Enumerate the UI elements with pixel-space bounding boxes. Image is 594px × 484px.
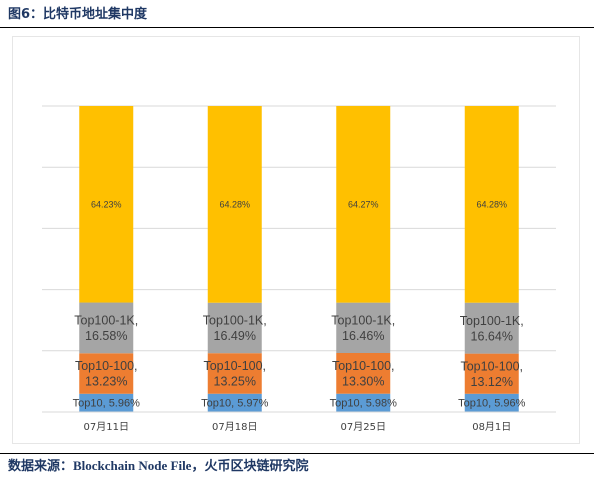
x-tick-label: 07月25日 — [341, 421, 386, 433]
x-tick-label: 08月1日 — [472, 421, 511, 433]
bar-segment-top10 — [336, 393, 391, 412]
data-label: 64.27% — [348, 199, 379, 209]
bar-segment-top10_100 — [336, 353, 391, 394]
x-tick-label: 07月11日 — [84, 421, 129, 433]
data-label: 64.23% — [91, 199, 122, 209]
bar-segment-rest — [336, 105, 391, 303]
bar-segment-top10 — [464, 393, 519, 412]
bars — [79, 105, 519, 412]
figure-title: 图6：比特币地址集中度 — [8, 7, 148, 22]
bar-segment-top10_100 — [464, 353, 519, 394]
data-label: Top100-1K, 16.49% — [203, 314, 267, 344]
bar-segment-rest — [207, 106, 262, 303]
data-label: Top10-100, 13.12% — [460, 359, 523, 389]
bar-segment-top100_1k — [207, 302, 262, 354]
data-label: Top100-1K, 16.64% — [460, 314, 524, 344]
chart-frame — [12, 36, 580, 444]
data-label: 64.28% — [219, 200, 250, 210]
bar-segment-top100_1k — [464, 302, 519, 354]
bar-segment-top10_100 — [79, 353, 134, 394]
bar-segment-rest — [79, 106, 134, 303]
bar-segment-top100_1k — [79, 302, 134, 354]
data-label: Top10-100, 13.23% — [75, 359, 138, 389]
bar-segment-top10_100 — [207, 353, 262, 394]
title-rule — [0, 27, 594, 28]
data-label: Top10, 5.98% — [330, 398, 397, 410]
x-axis: 07月11日 07月18日 07月25日 08月1日 — [42, 411, 556, 433]
data-labels: Top10, 5.96% Top10-100, 13.23% Top100-1K, 16… — [73, 199, 526, 409]
data-label: Top100-1K, 16.46% — [331, 313, 395, 343]
bar-segment-rest — [464, 106, 519, 303]
x-tick-label: 07月18日 — [212, 421, 257, 433]
bar-segment-top10 — [79, 393, 134, 412]
bar-segment-top100_1k — [336, 302, 391, 354]
data-label: Top10, 5.97% — [201, 398, 268, 410]
bar-segment-top10 — [207, 393, 262, 412]
source-rule — [0, 453, 594, 454]
data-label: 64.28% — [476, 199, 507, 209]
source-note: 数据来源：Blockchain Node File，火币区块链研究院 — [8, 458, 309, 473]
data-label: Top10-100, 13.30% — [332, 359, 395, 389]
data-label: Top10, 5.96% — [458, 398, 525, 410]
data-label: Top100-1K, 16.58% — [74, 314, 138, 344]
data-label: Top10, 5.96% — [73, 398, 140, 410]
data-label: Top10-100, 13.25% — [203, 359, 266, 389]
